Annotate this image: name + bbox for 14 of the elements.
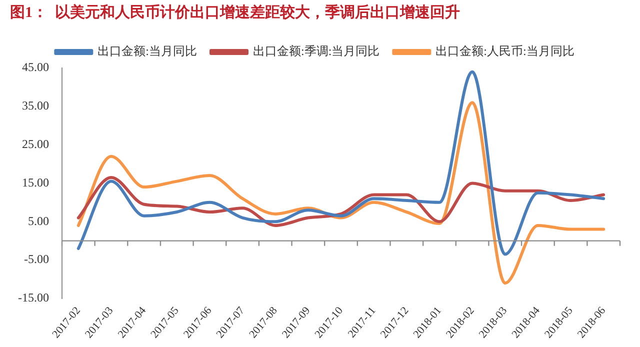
y-tick-label: -15.00 (18, 290, 49, 305)
y-tick-label: 15.00 (22, 175, 49, 190)
y-tick-label: 35.00 (22, 98, 49, 113)
legend-label: 出口金额:人民币:当月同比 (436, 44, 574, 58)
line-series (76, 70, 606, 256)
y-tick-label: 45.00 (22, 60, 49, 74)
line-series (76, 101, 606, 285)
y-tick-label: 5.00 (28, 214, 49, 228)
legend-label: 出口金额:当月同比 (98, 44, 198, 58)
line-series (76, 176, 606, 227)
chart-title: 图1： 以美元和人民币计价出口增速差距较大，季调后出口增速回升 (10, 2, 460, 21)
y-tick-label: 25.00 (22, 136, 49, 151)
y-tick-label: -5.00 (24, 252, 49, 266)
legend-label: 出口金额:季调:当月同比 (253, 44, 380, 58)
